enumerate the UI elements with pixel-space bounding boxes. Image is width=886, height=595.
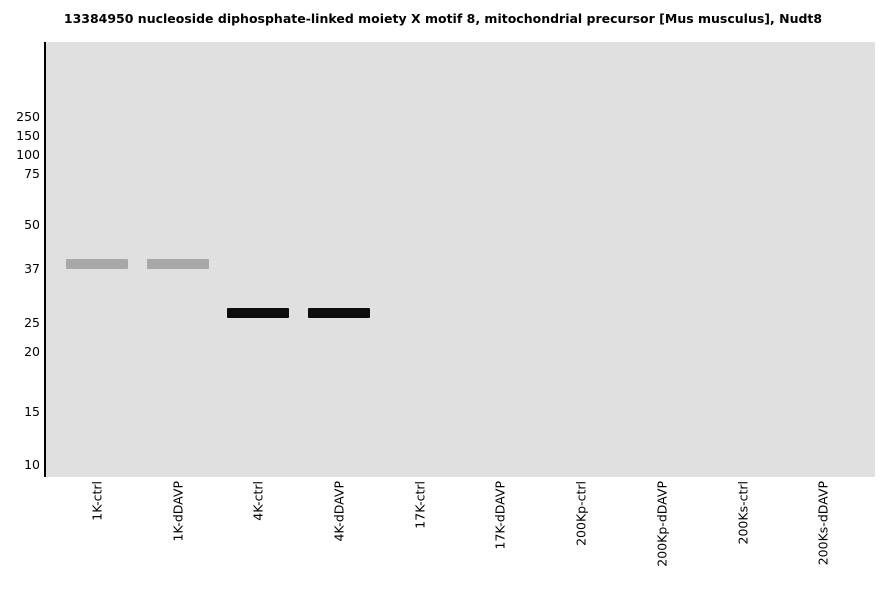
lane-label-text: 1K-ctrl: [89, 481, 105, 521]
blot-band: [307, 308, 371, 318]
lane-label-text: 17K-ctrl: [412, 481, 428, 529]
y-tick-label: 100: [16, 146, 40, 162]
blot-band: [146, 258, 209, 269]
lane-label-text: 4K-dDAVP: [331, 481, 347, 542]
lane-label: 17K-dDAVP: [493, 481, 508, 553]
plot-area: [46, 42, 875, 477]
y-tick-label: 250: [16, 109, 40, 125]
lane-label-text: 1K-dDAVP: [170, 481, 186, 542]
lane-label: 4K-ctrl: [251, 481, 266, 525]
y-tick-label: 15: [24, 404, 40, 420]
lane-label: 4K-dDAVP: [332, 481, 347, 546]
lane-label: 1K-ctrl: [89, 481, 104, 525]
lane-label-text: 17K-dDAVP: [492, 481, 508, 550]
lane-label: 200Ks-ctrl: [735, 481, 750, 548]
lane-label: 200Kp-ctrl: [574, 481, 589, 550]
blot-band: [227, 308, 290, 318]
y-tick-label: 75: [24, 166, 40, 182]
blot-band: [65, 258, 129, 269]
lane-label: 200Ks-dDAVP: [816, 481, 831, 569]
lane-label-text: 200Ks-ctrl: [735, 481, 751, 545]
lane-label-text: 4K-ctrl: [250, 481, 266, 521]
lane-label: 1K-dDAVP: [170, 481, 185, 546]
y-tick-label: 150: [16, 127, 40, 143]
lane-label: 200Kp-dDAVP: [654, 481, 669, 571]
chart-title: 13384950 nucleoside diphosphate-linked m…: [63, 11, 823, 26]
y-axis-line: [44, 42, 46, 477]
y-tick-label: 10: [24, 457, 40, 473]
y-tick-label: 50: [24, 217, 40, 232]
y-tick-label: 37: [24, 260, 40, 276]
lane-label-text: 200Kp-ctrl: [573, 481, 589, 546]
lane-label: 17K-ctrl: [412, 481, 427, 533]
y-tick-label: 25: [24, 314, 40, 330]
lane-label-text: 200Ks-dDAVP: [815, 481, 831, 566]
lane-label-text: 200Kp-dDAVP: [654, 481, 670, 567]
y-tick-label: 20: [24, 344, 40, 360]
